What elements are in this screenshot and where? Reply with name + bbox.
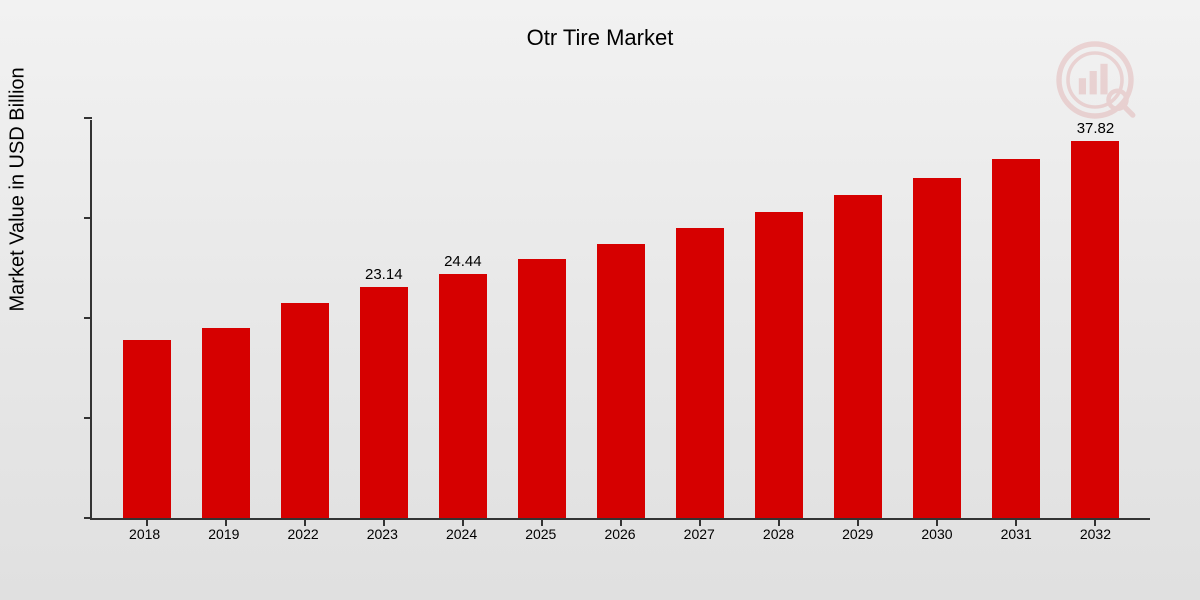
x-axis-tick	[1015, 518, 1017, 526]
y-axis-tick	[84, 517, 92, 519]
bar-slot	[977, 120, 1056, 518]
x-axis-tick	[225, 518, 227, 526]
bar-slot	[107, 120, 186, 518]
x-axis-label: 2027	[660, 526, 739, 542]
x-axis-tick	[936, 518, 938, 526]
y-axis-label: Market Value in USD Billion	[7, 67, 30, 311]
bar	[518, 259, 566, 518]
bar	[281, 303, 329, 518]
x-axis-label: 2032	[1056, 526, 1135, 542]
x-axis-tick	[146, 518, 148, 526]
x-axis-tick	[778, 518, 780, 526]
bar-slot: 24.44	[423, 120, 502, 518]
x-axis-label: 2025	[501, 526, 580, 542]
bar	[992, 159, 1040, 518]
bar-value-label: 37.82	[1077, 120, 1115, 137]
bar-value-label: 23.14	[365, 266, 403, 283]
bar	[676, 228, 724, 518]
bars-container: 23.14 24.44 37.82	[92, 120, 1150, 518]
x-axis-label: 2019	[184, 526, 263, 542]
x-axis-label: 2029	[818, 526, 897, 542]
bar	[834, 195, 882, 518]
x-axis-label: 2023	[343, 526, 422, 542]
bar-slot	[661, 120, 740, 518]
bar	[202, 328, 250, 518]
x-axis-label: 2028	[739, 526, 818, 542]
x-axis-tick	[857, 518, 859, 526]
y-axis-tick	[84, 217, 92, 219]
y-axis-tick	[84, 417, 92, 419]
bar-slot	[740, 120, 819, 518]
x-axis-label: 2018	[105, 526, 184, 542]
bar-slot	[265, 120, 344, 518]
x-axis-tick	[304, 518, 306, 526]
bar-slot	[186, 120, 265, 518]
x-axis-label: 2022	[263, 526, 342, 542]
bar-slot	[898, 120, 977, 518]
x-axis-tick	[620, 518, 622, 526]
bar-slot: 37.82	[1056, 120, 1135, 518]
watermark-logo	[1050, 35, 1140, 125]
bar	[597, 244, 645, 518]
bar-slot	[581, 120, 660, 518]
chart-title: Otr Tire Market	[0, 0, 1200, 51]
bar	[360, 287, 408, 518]
y-axis-tick	[84, 117, 92, 119]
bar	[123, 340, 171, 518]
x-axis-label: 2026	[580, 526, 659, 542]
bar	[1071, 141, 1119, 518]
bar	[755, 212, 803, 518]
bar-slot	[502, 120, 581, 518]
x-axis-tick	[1094, 518, 1096, 526]
x-axis-tick	[699, 518, 701, 526]
bar-value-label: 24.44	[444, 253, 482, 270]
bar-slot: 23.14	[344, 120, 423, 518]
bar	[913, 178, 961, 518]
x-axis-label: 2031	[977, 526, 1056, 542]
x-axis-label: 2024	[422, 526, 501, 542]
x-axis-label: 2030	[897, 526, 976, 542]
y-axis-tick	[84, 317, 92, 319]
chart-plot-area: 23.14 24.44 37.82	[90, 120, 1150, 520]
bar-slot	[819, 120, 898, 518]
bar	[439, 274, 487, 518]
x-axis-tick	[541, 518, 543, 526]
x-axis-tick	[383, 518, 385, 526]
x-axis-tick	[462, 518, 464, 526]
x-axis-labels: 2018201920222023202420252026202720282029…	[90, 526, 1150, 542]
